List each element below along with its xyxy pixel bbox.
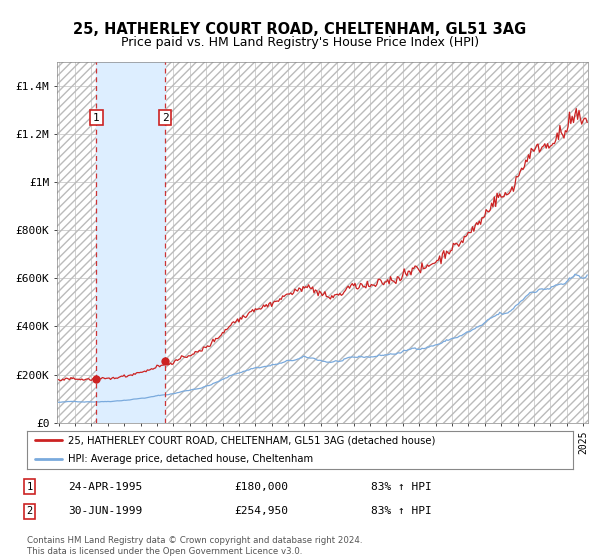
Text: Contains HM Land Registry data © Crown copyright and database right 2024.
This d: Contains HM Land Registry data © Crown c…	[27, 536, 362, 556]
Text: £254,950: £254,950	[235, 506, 289, 516]
Text: 1: 1	[93, 113, 100, 123]
Bar	[97, 62, 165, 423]
Bar	[57, 62, 97, 423]
Text: Price paid vs. HM Land Registry's House Price Index (HPI): Price paid vs. HM Land Registry's House …	[121, 36, 479, 49]
Text: 2: 2	[161, 113, 169, 123]
Text: 24-APR-1995: 24-APR-1995	[68, 482, 142, 492]
Text: HPI: Average price, detached house, Cheltenham: HPI: Average price, detached house, Chel…	[68, 454, 313, 464]
Text: 25, HATHERLEY COURT ROAD, CHELTENHAM, GL51 3AG: 25, HATHERLEY COURT ROAD, CHELTENHAM, GL…	[73, 22, 527, 38]
Text: 83% ↑ HPI: 83% ↑ HPI	[371, 482, 432, 492]
Text: 25, HATHERLEY COURT ROAD, CHELTENHAM, GL51 3AG (detached house): 25, HATHERLEY COURT ROAD, CHELTENHAM, GL…	[68, 435, 436, 445]
Text: 2: 2	[26, 506, 33, 516]
Text: £180,000: £180,000	[235, 482, 289, 492]
Text: 1: 1	[26, 482, 33, 492]
Text: 30-JUN-1999: 30-JUN-1999	[68, 506, 142, 516]
Bar	[165, 62, 588, 423]
Text: 83% ↑ HPI: 83% ↑ HPI	[371, 506, 432, 516]
